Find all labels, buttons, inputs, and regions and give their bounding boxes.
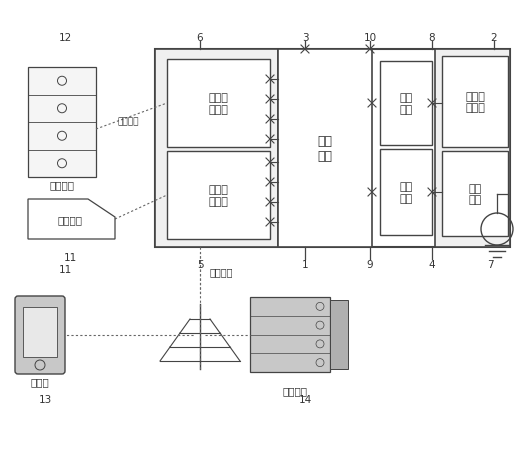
Text: 3: 3 — [302, 33, 309, 43]
Text: 云终端: 云终端 — [31, 376, 49, 386]
Text: 遥控装置: 遥控装置 — [58, 214, 83, 224]
Text: 9: 9 — [367, 259, 373, 269]
Text: 主控
模块: 主控 模块 — [317, 135, 333, 162]
Text: 10: 10 — [363, 33, 377, 43]
Bar — [435, 50, 510, 248]
Bar — [442, 57, 508, 148]
Bar — [380, 150, 432, 236]
Text: 7: 7 — [487, 259, 493, 269]
Text: 1: 1 — [302, 259, 309, 269]
Text: 音频
模块: 音频 模块 — [400, 93, 413, 115]
Bar — [28, 68, 96, 177]
Text: 4: 4 — [429, 259, 435, 269]
Bar — [442, 152, 508, 237]
Text: 无线宽带: 无线宽带 — [210, 267, 233, 276]
Bar — [23, 307, 57, 357]
Text: 8: 8 — [429, 33, 435, 43]
Text: 远程宽
带接口: 远程宽 带接口 — [209, 185, 229, 207]
Bar — [380, 62, 432, 146]
Text: 6: 6 — [197, 33, 203, 43]
Bar — [167, 60, 270, 148]
Text: 近场控
制接口: 近场控 制接口 — [209, 93, 229, 115]
Text: 2: 2 — [491, 33, 497, 43]
Polygon shape — [28, 200, 115, 239]
Bar — [278, 50, 372, 248]
Bar — [167, 152, 270, 239]
FancyBboxPatch shape — [15, 296, 65, 374]
Bar — [155, 50, 510, 248]
Text: 安防机构: 安防机构 — [50, 180, 74, 190]
Text: 14: 14 — [299, 394, 312, 404]
Text: 13: 13 — [38, 394, 52, 404]
Text: 12: 12 — [59, 33, 72, 43]
Text: 存储
模块: 存储 模块 — [400, 182, 413, 203]
Bar — [330, 300, 348, 369]
Text: 5: 5 — [197, 259, 203, 269]
Text: 高清晰
摄像头: 高清晰 摄像头 — [465, 91, 485, 113]
Text: 11: 11 — [63, 253, 77, 263]
Text: 云服务器: 云服务器 — [282, 385, 308, 395]
Text: 安全
模块: 安全 模块 — [469, 183, 482, 205]
Bar — [250, 298, 330, 372]
Text: 11: 11 — [59, 264, 72, 274]
Text: 无线宽带: 无线宽带 — [117, 117, 139, 126]
Bar — [155, 50, 278, 248]
